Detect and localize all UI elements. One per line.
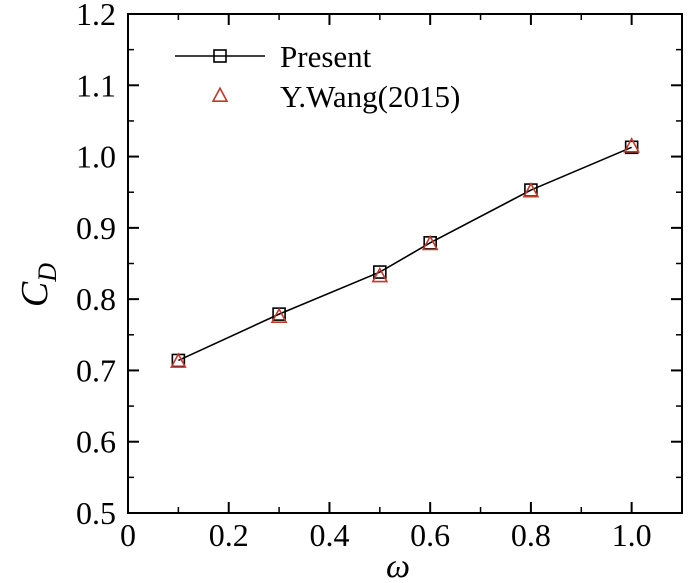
legend-marker-triangle (211, 86, 229, 102)
data-point-triangle (371, 266, 389, 283)
y-axis-label-main: C (14, 281, 56, 307)
x-tick-label: 0 (120, 517, 136, 553)
y-tick-label: 0.6 (76, 424, 116, 460)
y-tick-label: 0.5 (76, 495, 116, 531)
data-point-triangle (421, 234, 439, 251)
legend: Present Y.Wang(2015) (175, 39, 460, 114)
x-tick-label: 0.2 (209, 517, 249, 553)
data-point-triangle (170, 352, 187, 368)
legend-label: Present (280, 39, 372, 74)
y-tick-label: 1.1 (76, 67, 116, 103)
x-tick-label: 1.0 (612, 517, 652, 553)
series-line (178, 146, 632, 362)
y-tick-label: 1.0 (76, 139, 116, 175)
series-2 (170, 137, 640, 368)
legend-entry-1: Present (175, 39, 372, 74)
data-point-triangle (270, 307, 288, 323)
series-1 (171, 140, 639, 368)
x-tick-label: 0.8 (511, 517, 551, 553)
legend-label: Y.Wang(2015) (280, 79, 460, 114)
y-tick-label: 0.8 (76, 281, 116, 317)
y-tick-label: 0.9 (76, 210, 116, 246)
data-point-triangle (522, 182, 540, 198)
data-point-triangle (623, 137, 640, 153)
y-tick-label: 0.7 (76, 352, 116, 388)
y-tick-label: 1.2 (76, 0, 116, 32)
ticks: 0 0.2 0.4 0.6 0.8 1.0 0.5 0.6 0.7 0.8 0.9 1.0 1.1 1.2 (76, 0, 682, 553)
series (170, 137, 640, 368)
data-point-square (373, 265, 387, 279)
x-tick-label: 0.6 (410, 517, 450, 553)
legend-entry-2: Y.Wang(2015) (211, 79, 460, 114)
x-tick-label: 0.4 (309, 517, 349, 553)
legend-marker-square (213, 49, 227, 63)
y-axis-label-subscript: D (33, 263, 62, 283)
x-axis-label: ω (386, 548, 410, 583)
y-axis-label: CD (14, 263, 62, 307)
data-point-square (624, 140, 639, 155)
